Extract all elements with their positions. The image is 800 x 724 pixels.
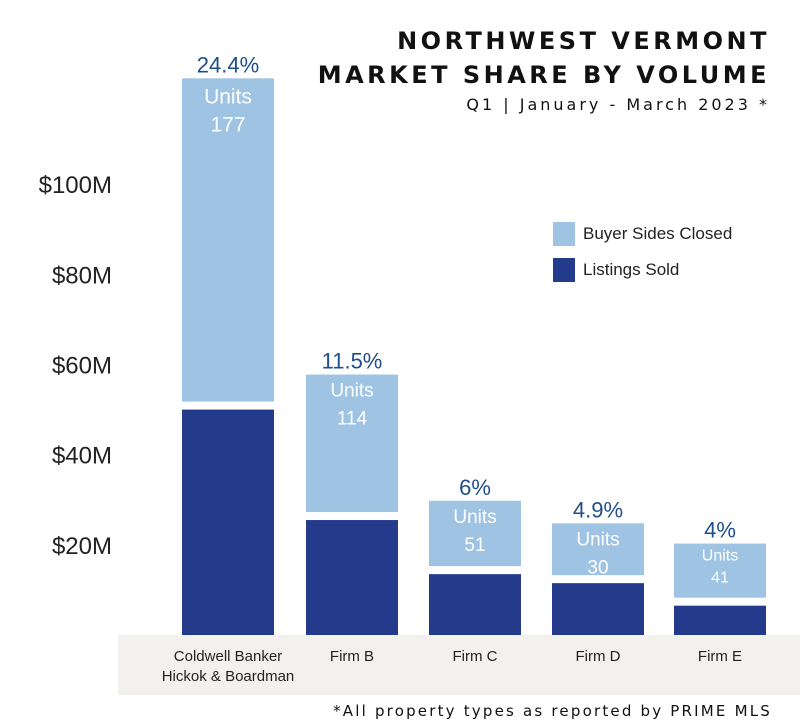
units-value: 41 [711,570,729,587]
units-label: Units [204,85,252,108]
chart-subtitle: Q1 | January - March 2023 * [466,95,770,114]
y-tick-label: $40M [52,443,112,470]
buyer-sides-bar [306,374,398,513]
listings-sold-bar [182,409,274,635]
category-label: Firm E [698,648,742,665]
chart-title-line-1: NORTHWEST VERMONT [397,27,770,55]
listings-sold-bar [552,583,644,635]
units-label: Units [453,507,496,528]
y-tick-label: $80M [52,262,112,289]
units-value: 51 [464,535,485,556]
units-label: Units [576,529,619,550]
y-tick-label: $100M [39,172,112,199]
percent-label: 4.9% [573,497,623,522]
listings-sold-bar [429,574,521,635]
buyer-sides-bar [552,523,644,576]
legend-label: Listings Sold [583,260,679,279]
legend-swatch [553,258,575,282]
percent-label: 6% [459,475,491,500]
listings-sold-bar [306,520,398,635]
category-label: Firm D [576,648,621,665]
buyer-sides-bar [429,500,521,567]
category-label: Firm B [330,648,374,665]
chart-title-line-2: MARKET SHARE BY VOLUME [317,61,770,89]
legend-label: Buyer Sides Closed [583,224,732,243]
y-tick-label: $60M [52,353,112,380]
units-value: 30 [587,557,608,578]
units-value: 177 [210,113,245,136]
units-label: Units [330,381,373,402]
chart-title: NORTHWEST VERMONT MARKET SHARE BY VOLUME [318,24,770,92]
y-tick-label: $20M [52,533,112,560]
buyer-sides-bar [182,78,274,402]
units-value: 114 [337,409,368,430]
percent-label: 11.5% [322,349,383,374]
footnote: *All property types as reported by PRIME… [333,702,772,720]
listings-sold-bar [674,605,766,635]
legend-swatch [553,222,575,246]
buyer-sides-bar [674,543,766,598]
percent-label: 24.4% [197,52,259,77]
category-label: Hickok & Boardman [162,668,295,685]
percent-label: 4% [704,518,736,543]
category-label: Firm C [453,648,498,665]
units-label: Units [702,548,738,565]
category-label: Coldwell Banker [174,648,282,665]
category-axis-band [118,635,800,695]
